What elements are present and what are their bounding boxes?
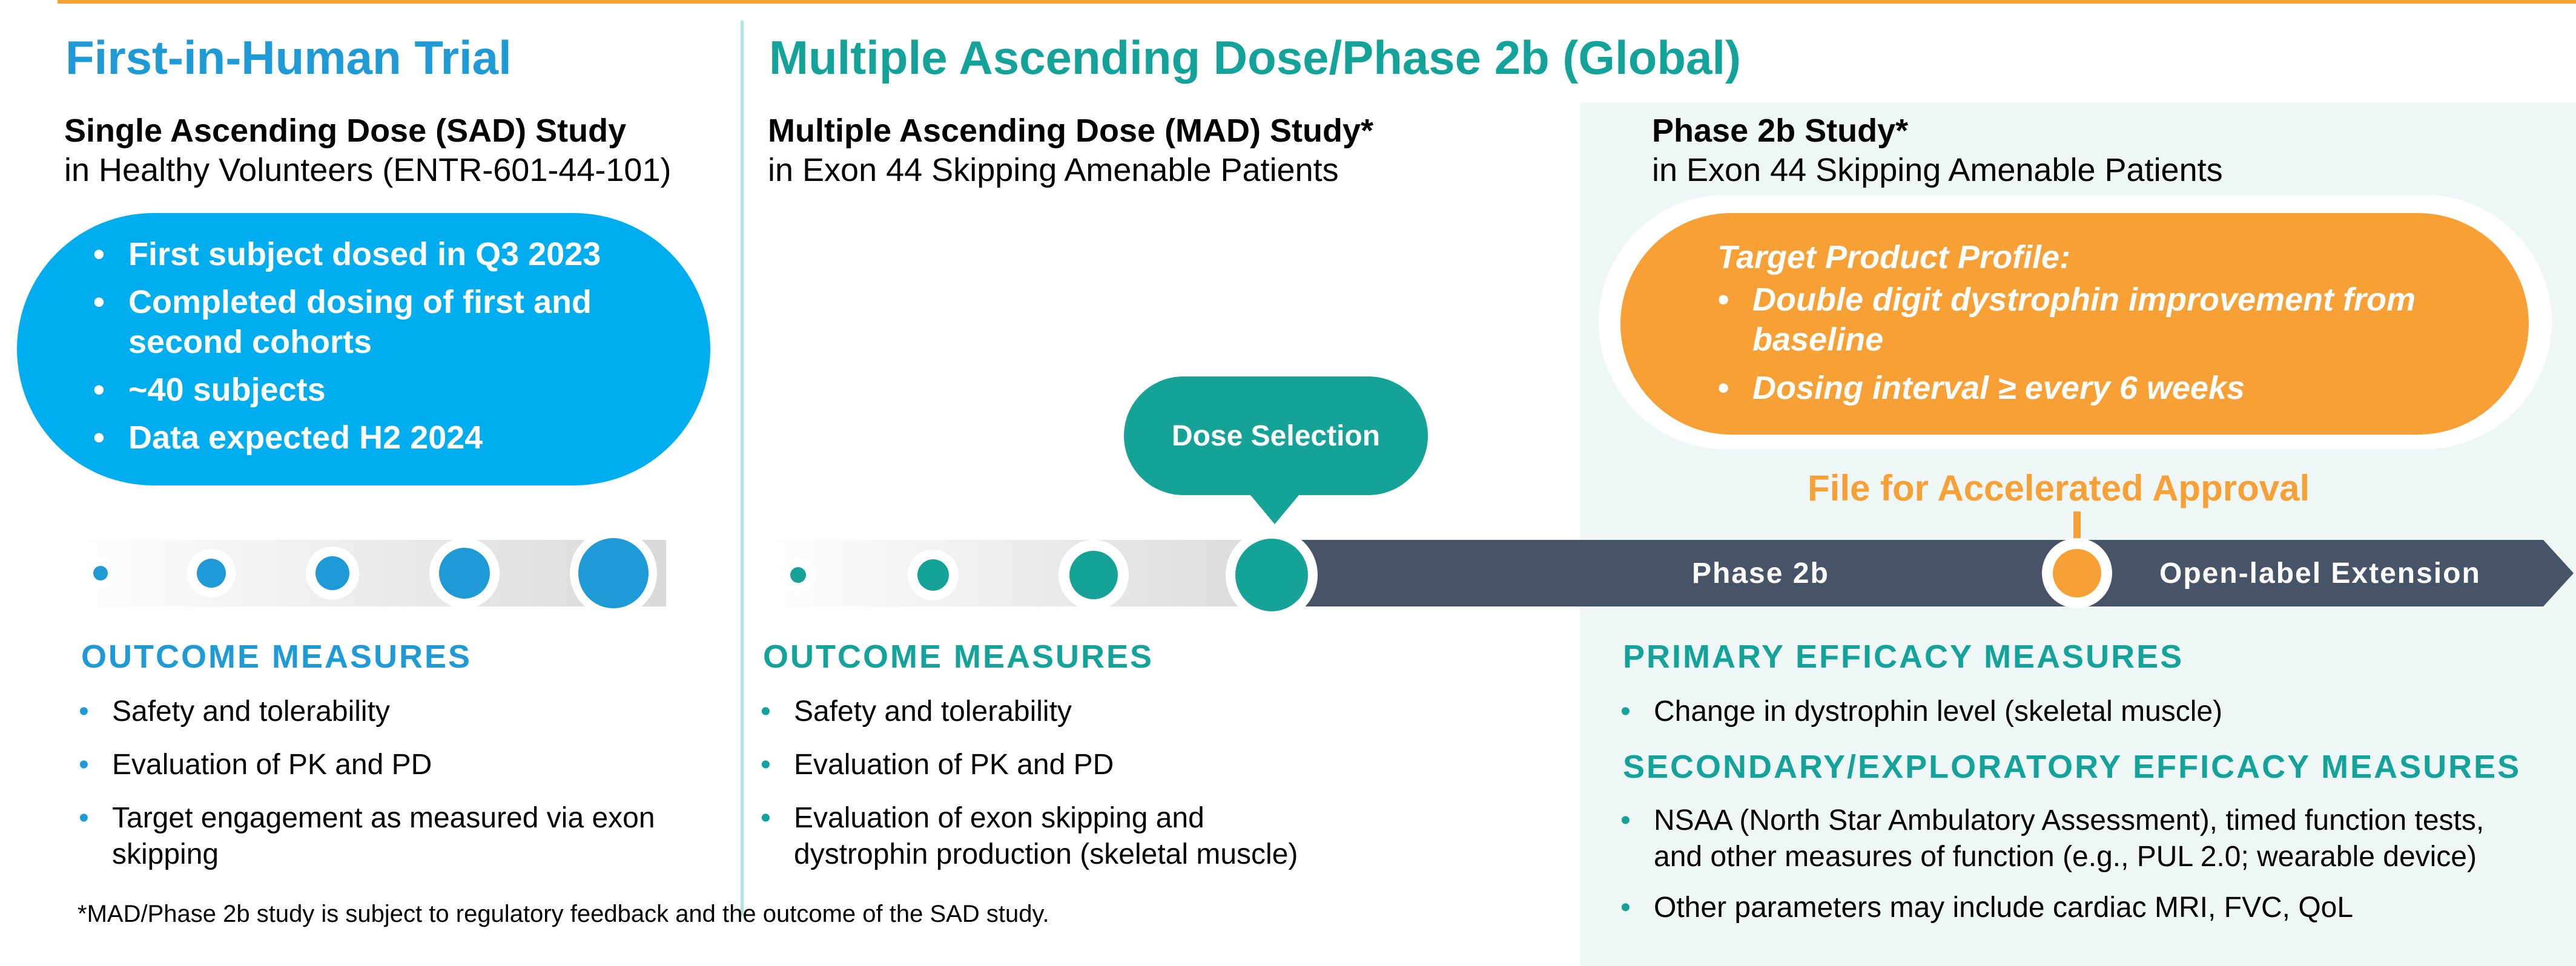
- study-timeline: [61, 529, 2574, 621]
- dose-selection-pointer: [1247, 491, 1302, 524]
- accelerated-approval-dot: [2042, 538, 2112, 608]
- sad-cohort-dot: [570, 530, 657, 617]
- sad-outcome-item: Safety and tolerability: [79, 694, 684, 730]
- sad-summary-bubble: First subject dosed in Q3 2023 Completed…: [17, 213, 710, 485]
- sad-outcome-item: Evaluation of PK and PD: [79, 747, 684, 783]
- mad-timeline: [751, 529, 2574, 621]
- phase2b-arrow: [1296, 540, 2574, 606]
- sad-cohort-dot: [85, 557, 116, 589]
- mad-study-subtitle: in Exon 44 Skipping Amenable Patients: [768, 151, 1339, 188]
- open-label-extension-label: Open-label Extension: [2159, 557, 2481, 590]
- mad-outcome-item: Safety and tolerability: [761, 694, 1366, 730]
- dose-selection-dot: [1226, 529, 1318, 621]
- mad-cohort-dot: [781, 558, 815, 592]
- sad-timeline-track: [61, 540, 666, 606]
- phase2b-study-heading: Phase 2b Study* in Exon 44 Skipping Amen…: [1652, 111, 2223, 190]
- sad-study-heading: Single Ascending Dose (SAD) Study in Hea…: [64, 111, 671, 190]
- sad-outcome-item: Target engagement as measured via exon s…: [79, 800, 657, 873]
- footnote: *MAD/Phase 2b study is subject to regula…: [78, 901, 1049, 927]
- target-product-profile-item: Double digit dystrophin improvement from…: [1714, 280, 2477, 360]
- target-product-profile-item: Dosing interval ≥ every 6 weeks: [1714, 368, 2477, 408]
- accelerated-approval-tick: [2073, 511, 2081, 542]
- phase2b-study-title: Phase 2b Study*: [1652, 113, 1909, 149]
- top-rule: [58, 0, 2576, 4]
- sad-cohort-dot: [187, 549, 236, 597]
- sad-timeline: [61, 530, 666, 617]
- phase2b-study-subtitle: in Exon 44 Skipping Amenable Patients: [1652, 151, 2223, 188]
- sad-outcome-heading: OUTCOME MEASURES: [81, 639, 472, 675]
- mad-outcome-item: Evaluation of exon skipping and dystroph…: [761, 800, 1339, 873]
- sad-summary-list: First subject dosed in Q3 2023 Completed…: [90, 234, 683, 465]
- mad-cohort-dot: [908, 550, 959, 600]
- mad-cohort-dot: [1058, 540, 1129, 610]
- dose-selection-callout: Dose Selection: [1124, 376, 1428, 495]
- sad-outcome-list: Safety and tolerability Evaluation of PK…: [79, 694, 684, 890]
- secondary-efficacy-item: NSAA (North Star Ambulatory Assessment),…: [1620, 803, 2529, 875]
- sad-summary-item: First subject dosed in Q3 2023: [90, 234, 683, 274]
- primary-efficacy-item: Change in dystrophin level (skeletal mus…: [1620, 694, 2529, 730]
- accelerated-approval-label: File for Accelerated Approval: [1808, 468, 2310, 508]
- mad-outcome-heading: OUTCOME MEASURES: [763, 639, 1154, 675]
- sad-cohort-dot: [429, 538, 500, 608]
- target-product-profile-list: Double digit dystrophin improvement from…: [1714, 280, 2477, 416]
- secondary-efficacy-heading: SECONDARY/EXPLORATORY EFFICACY MEASURES: [1623, 749, 2522, 785]
- mad-outcome-item: Evaluation of PK and PD: [761, 747, 1366, 783]
- primary-efficacy-list: Change in dystrophin level (skeletal mus…: [1620, 694, 2529, 747]
- sad-summary-item: Completed dosing of first and second coh…: [90, 282, 683, 362]
- target-product-profile-bubble: Target Product Profile: Double digit dys…: [1620, 213, 2529, 435]
- mad-timeline-track: [751, 540, 1296, 606]
- first-in-human-title: First-in-Human Trial: [65, 31, 512, 84]
- sad-cohort-dot: [306, 547, 359, 600]
- sad-study-subtitle: in Healthy Volunteers (ENTR-601-44-101): [64, 151, 672, 188]
- primary-efficacy-heading: PRIMARY EFFICACY MEASURES: [1623, 639, 2184, 675]
- sad-summary-item: ~40 subjects: [90, 370, 683, 410]
- secondary-efficacy-list: NSAA (North Star Ambulatory Assessment),…: [1620, 803, 2529, 943]
- mad-phase2b-title: Multiple Ascending Dose/Phase 2b (Global…: [769, 31, 1742, 84]
- target-product-profile-heading: Target Product Profile:: [1717, 239, 2071, 275]
- mad-outcome-list: Safety and tolerability Evaluation of PK…: [761, 694, 1366, 890]
- sad-summary-item: Data expected H2 2024: [90, 418, 683, 458]
- section-divider: [741, 21, 744, 916]
- phase2b-arrow-label: Phase 2b: [1692, 557, 1829, 590]
- mad-study-heading: Multiple Ascending Dose (MAD) Study* in …: [768, 111, 1373, 190]
- sad-study-title: Single Ascending Dose (SAD) Study: [64, 113, 627, 149]
- secondary-efficacy-item: Other parameters may include cardiac MRI…: [1620, 890, 2529, 926]
- mad-study-title: Multiple Ascending Dose (MAD) Study*: [768, 113, 1374, 149]
